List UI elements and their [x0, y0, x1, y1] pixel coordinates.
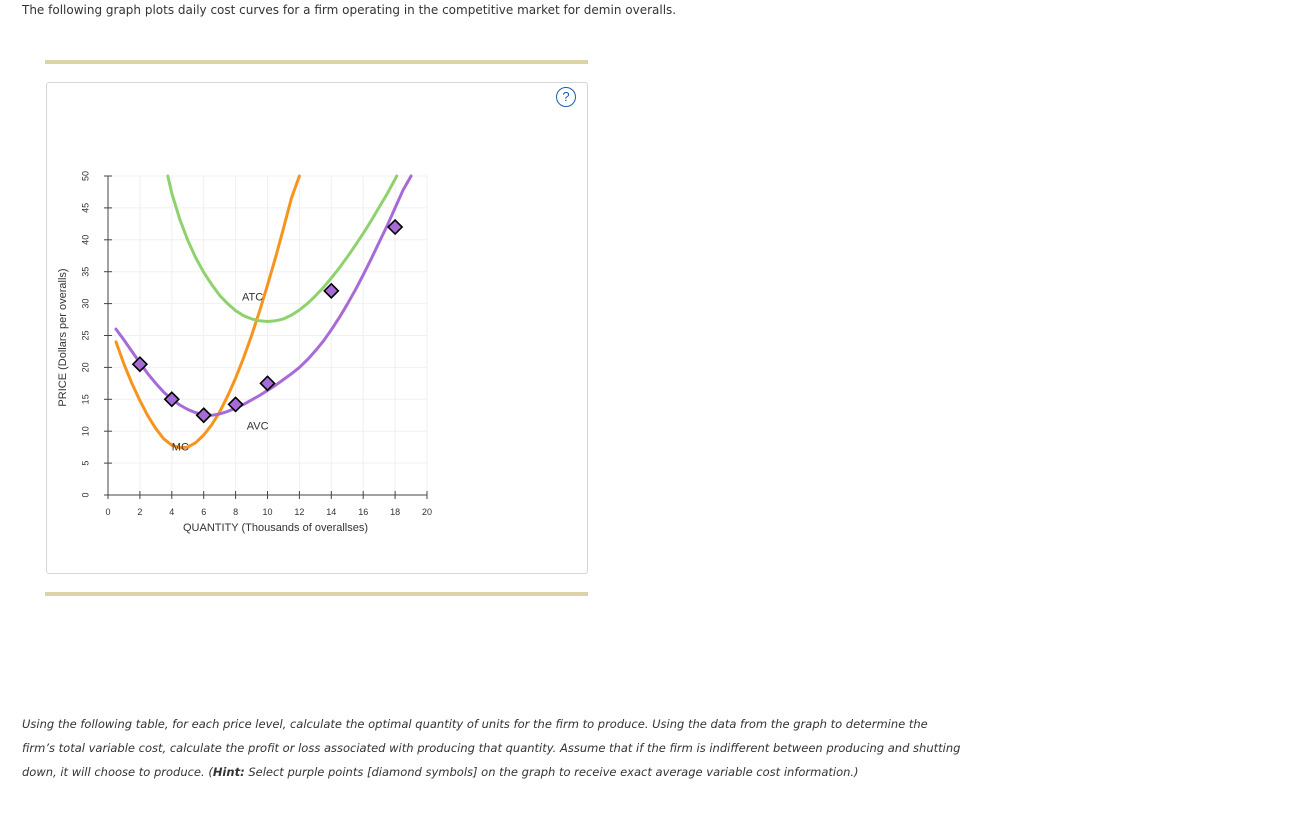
y-tick-label: 45: [80, 203, 90, 213]
y-tick-label: 5: [80, 461, 90, 466]
avc-label: AVC: [247, 420, 269, 432]
y-tick-label: 30: [80, 299, 90, 309]
atc-label: ATC: [242, 291, 263, 303]
x-tick-label: 16: [358, 507, 368, 517]
x-axis-title: QUANTITY (Thousands of overallses): [183, 522, 368, 534]
x-tick-label: 14: [326, 507, 336, 517]
x-tick-label: 18: [390, 507, 400, 517]
avc-diamond-point[interactable]: [163, 391, 180, 408]
instructions-part2: Select purple points [diamond symbols] o…: [244, 765, 859, 779]
x-tick-label: 8: [233, 507, 238, 517]
avc-diamond-point[interactable]: [386, 218, 404, 236]
avc-curve: [114, 174, 413, 417]
instructions-paragraph: Using the following table, for each pric…: [22, 712, 962, 784]
avc-diamond-point[interactable]: [323, 282, 340, 299]
y-axis-title: PRICE (Dollars per overalls): [57, 268, 69, 406]
avc-diamond-point[interactable]: [195, 407, 212, 424]
hint-label: Hint:: [212, 765, 245, 779]
instructions-part1: Using the following table, for each pric…: [22, 717, 961, 779]
x-tick-label: 2: [137, 507, 142, 517]
intro-text: The following graph plots daily cost cur…: [22, 3, 677, 17]
bottom-divider: [45, 592, 588, 596]
avc-points: [131, 218, 404, 424]
mc-curve: [114, 174, 301, 450]
avc-diamond-point[interactable]: [131, 356, 149, 373]
y-tick-label: 20: [80, 362, 90, 372]
y-tick-label: 35: [80, 267, 90, 277]
x-tick-label: 20: [422, 507, 432, 517]
y-tick-label: 0: [80, 492, 90, 497]
x-tick-label: 0: [105, 507, 110, 517]
mc-label: MC: [172, 441, 189, 453]
chart-curves: [114, 174, 413, 450]
y-tick-label: 40: [80, 235, 90, 245]
y-tick-label: 25: [80, 330, 90, 340]
x-tick-label: 4: [169, 507, 174, 517]
chart-axes: [104, 175, 428, 499]
chart-labels: 0 2 4 6 8 10 12 14 16 18 20 0 5 10 15 20 25 30 35 40 45 50 QUA…: [57, 171, 432, 534]
y-tick-label: 15: [80, 394, 90, 404]
atc-curve: [166, 174, 399, 323]
x-tick-label: 12: [294, 507, 304, 517]
graph-panel: [46, 82, 588, 574]
avc-diamond-point[interactable]: [227, 396, 244, 413]
x-tick-label: 6: [201, 507, 206, 517]
y-tick-label: 50: [80, 171, 90, 181]
question-circle-icon[interactable]: ?: [556, 87, 576, 107]
avc-diamond-point[interactable]: [259, 375, 276, 392]
x-tick-label: 10: [262, 507, 272, 517]
top-divider: [45, 60, 588, 64]
chart-grid: [107, 175, 428, 496]
y-tick-label: 10: [80, 426, 90, 436]
